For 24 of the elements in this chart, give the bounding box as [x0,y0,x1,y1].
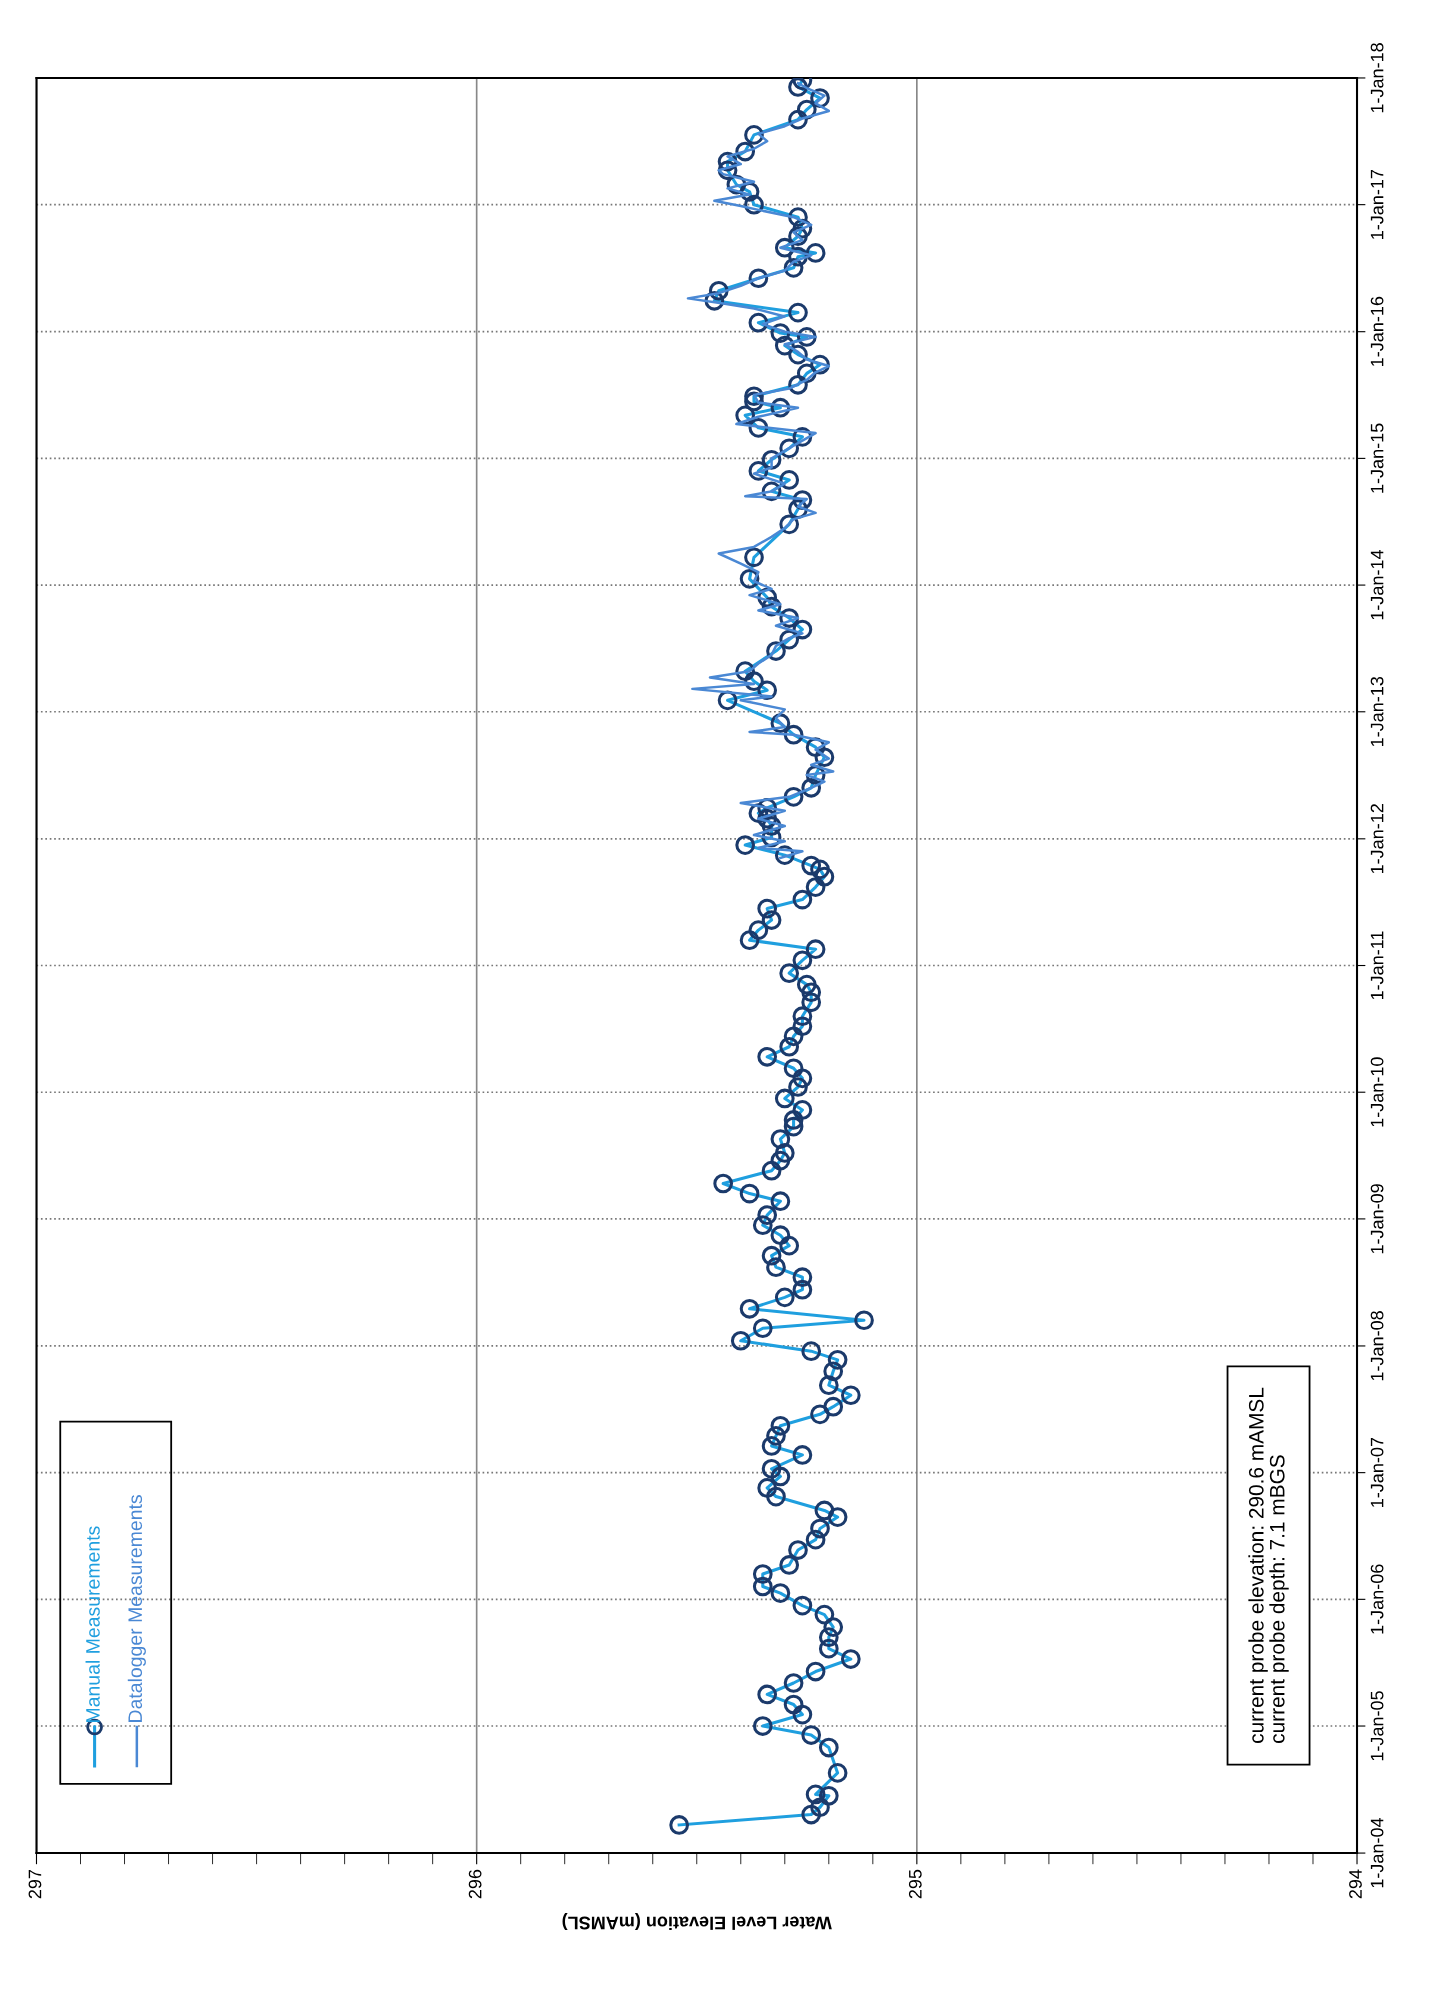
y-tick-label: 1-Jan-15 [1370,423,1384,493]
y-tick-label: 1-Jan-07 [1370,1437,1384,1507]
x-tick-label: 296 [468,1869,482,1899]
text: Datalogger Measurements [127,1495,146,1722]
x-tick-label: 297 [28,1869,42,1899]
y-tick-label: 1-Jan-11 [1370,931,1384,1000]
y-tick-label: 1-Jan-04 [1370,1817,1384,1888]
x-tick-label: 295 [908,1869,922,1899]
y-tick-label: 1-Jan-08 [1370,1311,1384,1381]
y-tick-label: 1-Jan-05 [1370,1691,1384,1761]
y-tick-label: 1-Jan-16 [1370,296,1384,366]
annotation: current probe depth: 7.1 mBGS [1269,1455,1289,1743]
annotation: current probe elevation: 290.6 mAMSL [1248,1387,1268,1743]
y-tick-label: 1-Jan-12 [1370,804,1384,874]
y-tick-label: 1-Jan-10 [1370,1057,1384,1127]
y-tick-label: 1-Jan-14 [1370,549,1384,620]
text: Manual Measurements [85,1526,100,1722]
x-axis-title: Water Level Elevation (mAMSL) [562,1913,832,1930]
y-tick-label: 1-Jan-13 [1370,676,1384,747]
y-tick-label: 1-Jan-18 [1370,43,1384,113]
y-tick-label: 1-Jan-06 [1370,1564,1384,1634]
y-tick-label: 1-Jan-17 [1370,169,1384,239]
y-tick-label: 1-Jan-09 [1370,1184,1384,1254]
x-tick-label: 294 [1349,1869,1362,1899]
